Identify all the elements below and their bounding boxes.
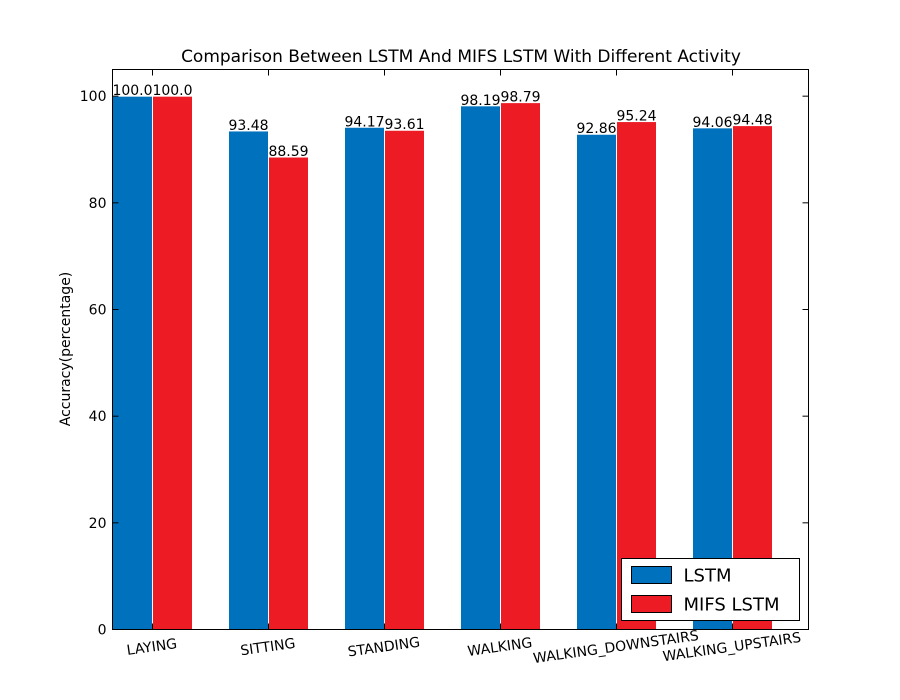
bar-value-label: 100.0 (112, 83, 152, 99)
chart-title: Comparison Between LSTM And MIFS LSTM Wi… (181, 47, 741, 67)
bar-mifs-lstm-walking-upstairs (732, 125, 773, 631)
legend: LSTM MIFS LSTM (621, 558, 800, 621)
bar-value-label: 95.24 (616, 109, 656, 125)
legend-swatch-mifs-lstm (631, 595, 672, 613)
plot-frame (112, 69, 809, 630)
bar-lstm-laying (112, 95, 153, 630)
bar-mifs-lstm-laying (152, 95, 193, 630)
legend-label: LSTM (684, 566, 732, 587)
bar-value-label: 93.48 (228, 118, 268, 134)
x-tick-label: LAYING (126, 636, 178, 659)
bar-mifs-lstm-sitting (268, 156, 309, 631)
bar-value-label: 98.79 (500, 90, 540, 106)
y-tick-label: 60 (89, 303, 107, 319)
y-tick-label: 40 (89, 409, 107, 425)
x-tick-label: STANDING (347, 635, 421, 661)
bar-value-label: 93.61 (384, 117, 424, 133)
bar-value-label: 88.59 (268, 144, 308, 160)
bar-lstm-walking-upstairs (692, 127, 733, 630)
x-tick-label: WALKING (467, 635, 534, 660)
bar-lstm-sitting (228, 130, 269, 630)
bar-value-label: 98.19 (460, 93, 500, 109)
bar-value-label: 92.86 (576, 121, 616, 137)
bar-value-label: 100.0 (152, 83, 192, 99)
bar-mifs-lstm-walking (500, 102, 541, 631)
y-tick-label: 0 (98, 623, 107, 639)
y-tick-label: 100 (80, 89, 107, 105)
legend-swatch-lstm (631, 566, 672, 584)
y-tick-label: 80 (89, 196, 107, 212)
bars-layer (112, 95, 773, 631)
y-axis-label: Accuracy(percentage) (58, 272, 74, 427)
bar-mifs-lstm-walking-downstairs (616, 121, 657, 630)
legend-label: MIFS LSTM (684, 595, 780, 616)
bar-value-label: 94.48 (732, 113, 772, 129)
bar-mifs-lstm-standing (384, 129, 425, 630)
bar-value-label: 94.06 (692, 115, 732, 131)
y-axis-ticks: 0 20 40 60 80 100 (80, 89, 809, 639)
bar-lstm-standing (344, 126, 385, 630)
y-tick-label: 20 (89, 516, 107, 532)
bar-lstm-walking-downstairs (576, 133, 617, 630)
bar-lstm-walking (460, 105, 501, 630)
x-tick-label: SITTING (239, 636, 296, 660)
bar-value-label: 94.17 (344, 114, 384, 130)
